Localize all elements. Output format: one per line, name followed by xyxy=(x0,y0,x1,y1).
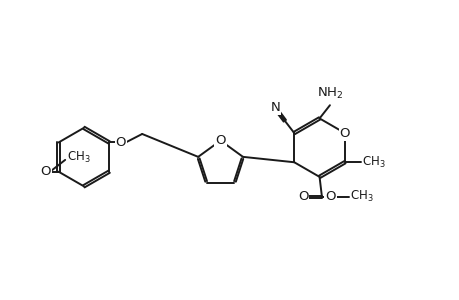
Text: O: O xyxy=(325,190,335,203)
Text: CH$_3$: CH$_3$ xyxy=(349,189,373,204)
Text: O: O xyxy=(40,165,50,178)
Text: O: O xyxy=(297,190,308,203)
Text: O: O xyxy=(215,134,225,147)
Text: CH$_3$: CH$_3$ xyxy=(362,155,385,170)
Text: CH$_3$: CH$_3$ xyxy=(67,150,90,165)
Text: NH$_2$: NH$_2$ xyxy=(316,85,342,100)
Text: O: O xyxy=(339,127,349,140)
Text: O: O xyxy=(116,136,126,149)
Text: N: N xyxy=(270,101,280,114)
